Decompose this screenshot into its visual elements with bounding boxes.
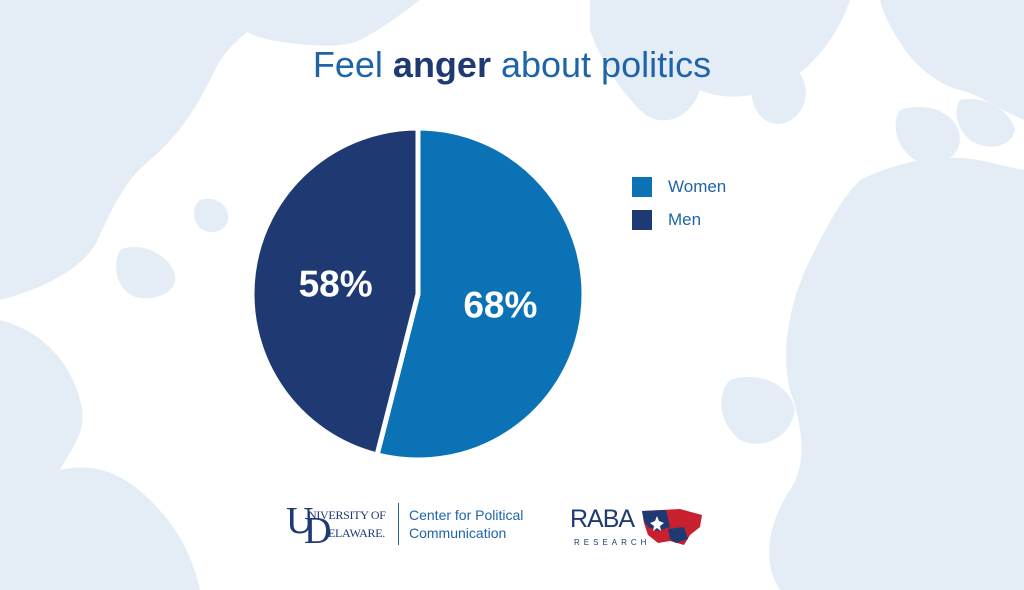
chart-title: Feel anger about politics bbox=[0, 44, 1024, 86]
ud-footer: U D NIVERSITY OF ELAWARE. Center for Pol… bbox=[286, 500, 523, 552]
center-for-political-communication: Center for Political Communication bbox=[409, 506, 523, 542]
pie-slice-women bbox=[373, 125, 587, 463]
title-emphasis: anger bbox=[392, 44, 491, 85]
legend-item-women: Women bbox=[632, 170, 726, 203]
title-prefix: Feel bbox=[312, 44, 393, 85]
pie-label-men: 58% bbox=[299, 264, 373, 305]
title-suffix: about politics bbox=[490, 44, 712, 85]
raba-subtitle: RESEARCH bbox=[574, 538, 651, 547]
usa-map-icon bbox=[642, 509, 702, 545]
university-of-delaware-logo: U D NIVERSITY OF ELAWARE. bbox=[286, 500, 386, 552]
pie-label-women: 68% bbox=[463, 284, 537, 325]
raba-wordmark: RABA bbox=[570, 505, 635, 533]
legend-swatch-women bbox=[632, 176, 652, 197]
pie-slice-men bbox=[249, 125, 421, 458]
ud-logo-line2: ELAWARE. bbox=[328, 526, 385, 540]
center-line2: Communication bbox=[409, 525, 507, 541]
raba-research-logo: RABA RESEARCH bbox=[570, 505, 702, 547]
ud-logo-line1: NIVERSITY OF bbox=[308, 508, 386, 522]
legend-label-women: Women bbox=[668, 176, 727, 196]
legend: Women Men bbox=[632, 170, 726, 236]
footer-divider bbox=[398, 503, 399, 545]
center-line1: Center for Political bbox=[409, 507, 524, 523]
legend-swatch-men bbox=[632, 209, 652, 230]
legend-label-men: Men bbox=[668, 209, 702, 229]
legend-item-men: Men bbox=[632, 203, 726, 236]
